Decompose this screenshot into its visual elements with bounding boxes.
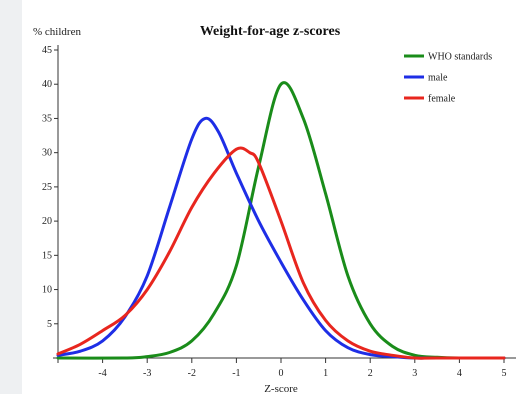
- x-tick-label: -3: [143, 368, 151, 379]
- y-tick-label: 10: [42, 285, 52, 296]
- x-tick-label: 4: [457, 368, 462, 379]
- y-tick-label: 25: [42, 182, 52, 193]
- legend-label-female: female: [428, 94, 456, 105]
- y-tick-label: 35: [42, 113, 52, 124]
- left-margin-strip: [0, 0, 22, 394]
- x-tick-label: -2: [188, 368, 196, 379]
- y-axis-label: % children: [33, 26, 81, 38]
- x-axis-label: Z-score: [264, 383, 298, 394]
- x-tick-label: -1: [232, 368, 240, 379]
- legend-label-male: male: [428, 73, 448, 84]
- x-tick-label: 2: [368, 368, 373, 379]
- y-tick-label: 40: [42, 79, 52, 90]
- y-tick-label: 30: [42, 148, 52, 159]
- y-tick-label: 5: [47, 319, 52, 330]
- series-lines: [56, 81, 506, 360]
- legend: WHO standards male female: [404, 52, 492, 105]
- x-tick-label: -4: [98, 368, 106, 379]
- y-tick-label: 20: [42, 216, 52, 227]
- series-line-male: [56, 116, 506, 360]
- legend-label-who-standards: WHO standards: [428, 52, 492, 63]
- series-line-who-standards: [56, 81, 506, 360]
- y-tick-label: 15: [42, 250, 52, 261]
- x-tick-label: 5: [502, 368, 507, 379]
- x-tick-label: 0: [279, 368, 284, 379]
- series-line-female: [56, 146, 506, 360]
- x-tick-label: 3: [412, 368, 417, 379]
- x-tick-label: 1: [323, 368, 328, 379]
- chart-title: Weight-for-age z-scores: [200, 24, 341, 39]
- y-tick-label: 45: [42, 45, 52, 56]
